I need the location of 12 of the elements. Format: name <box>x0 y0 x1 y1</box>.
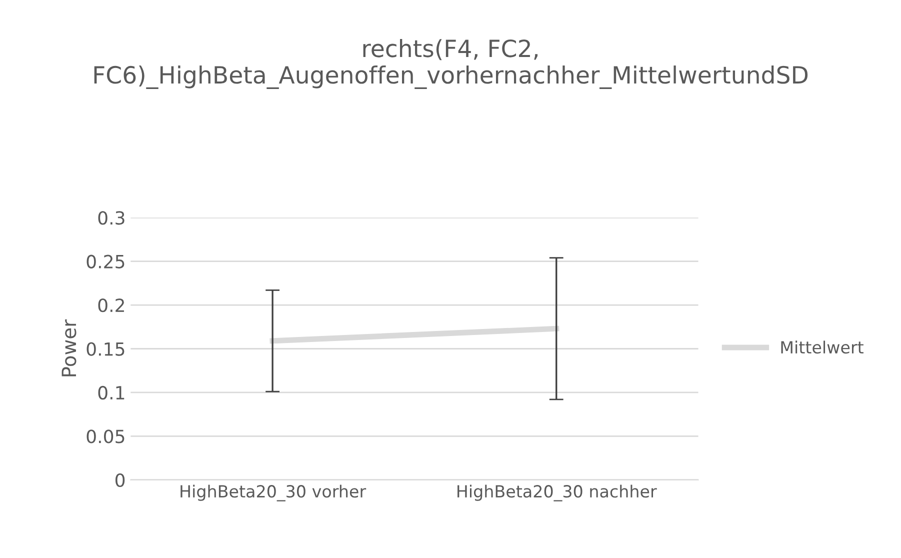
y-tick-label: 0.2 <box>98 298 124 312</box>
x-tick-label: HighBeta20_30 vorher <box>180 484 366 502</box>
y-axis-title: Power <box>62 319 76 376</box>
y-tick-label: 0.25 <box>86 254 124 268</box>
y-tick-label: 0.1 <box>98 386 124 400</box>
chart-title: rechts(F4, FC2, FC6)_HighBeta_Augenoffen_vorhernachher_MittelwertundSD <box>94 39 808 90</box>
y-tick-label: 0.15 <box>86 342 124 356</box>
legend-label: Mittelwert <box>781 340 864 354</box>
y-tick-label: 0.3 <box>98 211 124 225</box>
x-tick-label: HighBeta20_30 nachher <box>458 484 657 502</box>
y-tick-label: 0.05 <box>86 430 124 444</box>
y-tick-label: 0 <box>115 473 125 487</box>
